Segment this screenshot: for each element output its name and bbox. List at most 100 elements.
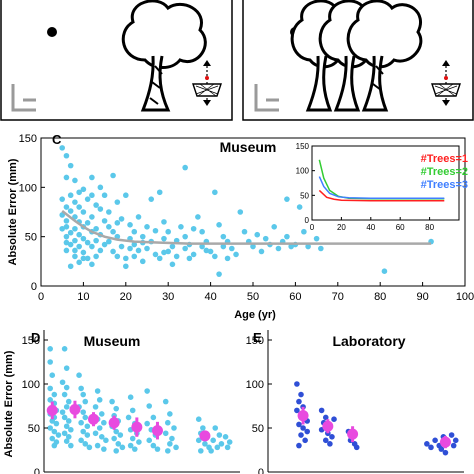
data-point <box>103 437 109 444</box>
x-tick-label: 30 <box>162 291 174 303</box>
y-tick-label: 150 <box>19 133 37 145</box>
inset-x-tick-label: 40 <box>366 223 375 232</box>
data-point <box>131 241 138 248</box>
panel-e: E Laboratory 0 50 100 150 <box>246 330 464 474</box>
data-point <box>218 441 225 447</box>
data-point <box>63 224 70 230</box>
data-point <box>127 394 134 401</box>
inset-legend-entry: #Trees=1 <box>421 153 468 165</box>
data-point <box>432 437 438 444</box>
data-point <box>89 261 95 268</box>
data-point <box>72 177 78 184</box>
data-point <box>452 437 459 444</box>
data-point <box>123 192 129 199</box>
data-point <box>59 379 66 386</box>
mean-marker <box>151 425 163 437</box>
data-point <box>76 259 82 266</box>
data-point <box>118 216 125 222</box>
data-point <box>49 418 56 424</box>
panel-a-illustration <box>0 0 233 121</box>
data-point <box>169 435 175 442</box>
panel-c-label: C <box>52 132 62 147</box>
inset-legend: #Trees=1#Trees=2#Trees=3 <box>421 153 468 191</box>
data-point <box>51 428 58 435</box>
panel-d-means <box>46 400 211 442</box>
data-point <box>67 229 74 236</box>
data-point <box>237 209 244 215</box>
data-point <box>424 441 430 447</box>
data-point <box>214 444 221 451</box>
data-point <box>61 430 68 437</box>
data-point <box>182 164 188 171</box>
data-point <box>51 442 58 449</box>
data-point <box>80 235 87 242</box>
data-point <box>327 441 333 447</box>
data-point <box>49 435 56 442</box>
y-tick-label: 50 <box>25 232 37 244</box>
mean-marker <box>46 404 58 416</box>
data-point <box>96 425 103 431</box>
data-point <box>210 437 216 444</box>
data-point <box>82 414 89 421</box>
tree-icon <box>121 0 207 112</box>
data-point <box>118 243 125 250</box>
data-point <box>94 442 101 449</box>
mean-marker <box>131 421 143 433</box>
inset-y-tick-label: 0 <box>305 216 310 225</box>
inset-legend-entry: #Trees=2 <box>421 166 468 178</box>
mean-marker <box>69 404 81 416</box>
data-point <box>68 426 74 433</box>
tree-icon <box>346 0 423 112</box>
data-point <box>80 186 87 193</box>
basket-icon <box>431 60 461 106</box>
data-point <box>298 432 304 438</box>
x-tick-label: 80 <box>374 291 386 303</box>
panel-d-title: Museum <box>84 333 141 349</box>
data-point <box>101 218 108 224</box>
inset-frame <box>311 145 460 221</box>
data-point <box>298 391 304 398</box>
data-point <box>76 189 82 196</box>
data-point <box>284 233 290 240</box>
data-point <box>89 243 95 250</box>
data-point <box>84 432 91 438</box>
data-point <box>47 346 53 352</box>
data-point <box>161 219 167 225</box>
data-point <box>63 239 70 246</box>
data-point <box>161 235 167 242</box>
data-point <box>148 196 155 202</box>
inset-x-tick-label: 60 <box>396 223 405 232</box>
data-point <box>84 196 91 202</box>
data-point <box>63 438 70 445</box>
data-point <box>109 398 115 405</box>
panel-e-means <box>297 406 451 449</box>
data-point <box>146 403 153 409</box>
data-point <box>162 430 169 437</box>
x-tick-label: 100 <box>456 291 474 303</box>
data-point <box>76 204 82 210</box>
data-point <box>113 405 120 412</box>
x-tick-label: 60 <box>289 291 301 303</box>
inset-y-tick-label: 100 <box>296 167 310 176</box>
data-point <box>178 224 184 230</box>
data-point <box>101 446 107 452</box>
x-tick-label: 10 <box>77 291 89 303</box>
data-point <box>262 235 269 242</box>
y-tick-label: 50 <box>252 423 264 435</box>
data-point <box>275 245 282 252</box>
data-point <box>106 238 112 245</box>
data-point <box>80 409 86 415</box>
data-point <box>144 245 150 252</box>
inset-lines <box>318 159 445 202</box>
panel-c-title: Museum <box>220 139 277 155</box>
y-tick-label: 0 <box>34 467 40 474</box>
data-point <box>135 214 142 220</box>
panel-d-y-ticks: 0 50 100 150 <box>22 335 48 474</box>
data-point <box>89 192 95 199</box>
data-point <box>154 446 161 452</box>
x-tick-label: 20 <box>120 291 132 303</box>
data-point <box>123 263 129 270</box>
data-point <box>61 346 68 352</box>
data-point <box>144 420 150 427</box>
data-point <box>169 243 176 250</box>
